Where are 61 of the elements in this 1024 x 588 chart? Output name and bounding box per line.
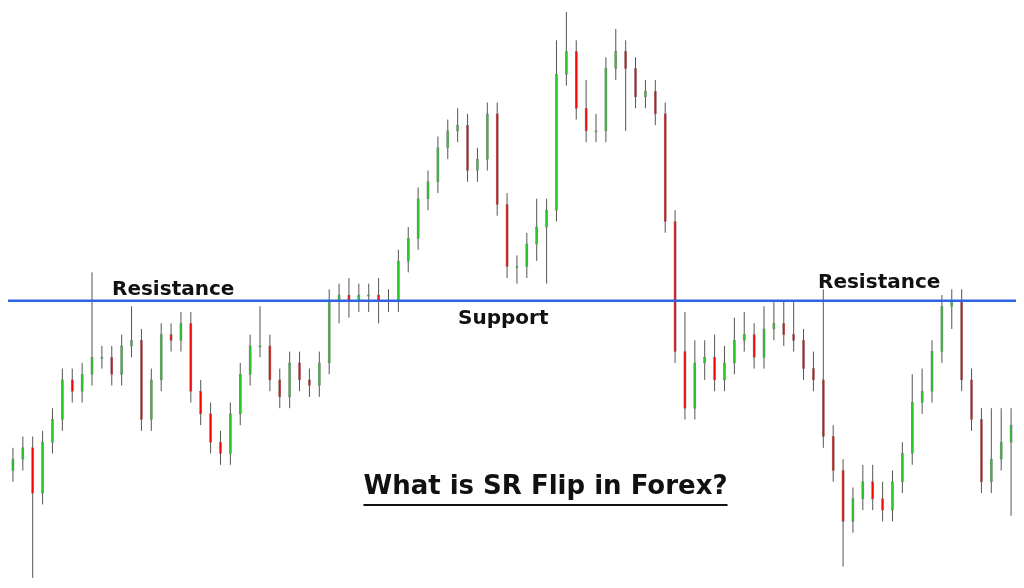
candlestick bbox=[515, 254, 519, 285]
candlestick bbox=[584, 79, 588, 143]
candlestick bbox=[723, 345, 726, 392]
candlestick bbox=[871, 464, 874, 511]
candlestick bbox=[999, 407, 1003, 471]
candlestick bbox=[258, 305, 262, 358]
candlestick bbox=[881, 481, 884, 522]
candlestick bbox=[71, 368, 74, 404]
candlestick bbox=[179, 311, 183, 353]
candlestick bbox=[990, 407, 993, 494]
candlestick bbox=[772, 300, 776, 341]
candlestick bbox=[308, 368, 311, 398]
candlestick bbox=[1009, 407, 1013, 517]
candlestick bbox=[525, 232, 529, 279]
candlestick bbox=[11, 447, 15, 483]
candlestick bbox=[861, 464, 865, 511]
candlestick bbox=[812, 351, 815, 392]
candlestick bbox=[426, 169, 430, 211]
candlestick bbox=[456, 107, 459, 143]
candlestick bbox=[21, 436, 25, 471]
candlestick bbox=[792, 300, 795, 353]
candlestick bbox=[51, 407, 54, 454]
candlestick bbox=[318, 351, 321, 398]
candlestick bbox=[407, 226, 410, 273]
annotation: Resistance bbox=[818, 269, 941, 293]
candlestick bbox=[90, 271, 94, 387]
candlestick bbox=[100, 345, 104, 370]
candlestick bbox=[920, 368, 924, 415]
candlestick bbox=[782, 300, 786, 347]
candlestick bbox=[594, 113, 598, 143]
candlestick bbox=[476, 147, 479, 183]
candlestick bbox=[851, 486, 855, 534]
candlestick bbox=[535, 198, 538, 262]
candlestick bbox=[337, 283, 341, 324]
candlestick bbox=[446, 119, 450, 160]
candlestick bbox=[950, 288, 954, 330]
candlestick bbox=[614, 28, 618, 81]
candlestick bbox=[367, 283, 370, 313]
candlestick bbox=[703, 339, 706, 381]
candlestick bbox=[357, 283, 361, 313]
candlestick bbox=[654, 79, 657, 126]
candlestick bbox=[565, 12, 568, 87]
candlestick bbox=[713, 334, 716, 392]
candlestick bbox=[298, 351, 301, 392]
candlestick bbox=[743, 311, 746, 353]
candlestick bbox=[169, 322, 173, 353]
candlestick bbox=[545, 198, 548, 285]
candlestick bbox=[278, 368, 282, 409]
candlestick bbox=[347, 277, 351, 319]
candlestick bbox=[199, 379, 202, 426]
candlestick bbox=[752, 322, 756, 370]
candlestick bbox=[644, 79, 647, 109]
candlestick bbox=[377, 277, 380, 324]
annotation: Support bbox=[458, 305, 549, 329]
candlestick bbox=[219, 430, 222, 466]
annotation: Resistance bbox=[112, 276, 235, 300]
candlestick bbox=[80, 362, 84, 404]
candlestick bbox=[110, 345, 114, 387]
candlestick bbox=[733, 317, 736, 375]
candlestick bbox=[130, 305, 133, 358]
candlestick bbox=[624, 39, 627, 132]
